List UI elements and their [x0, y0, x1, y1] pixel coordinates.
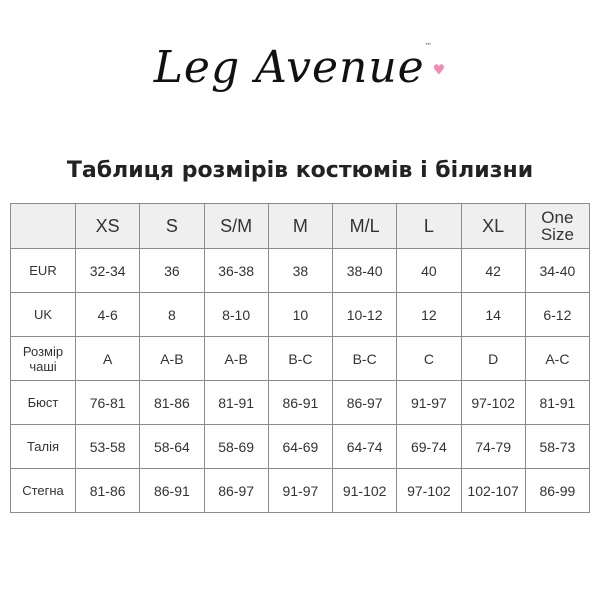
table-cell: 81-86 [74, 468, 141, 513]
table-cell: 91-97 [267, 468, 334, 513]
table-row: Стегна 81-86 86-91 86-97 91-97 91-102 97-102 10… [10, 468, 591, 513]
table-cell: 10 [267, 292, 334, 337]
column-header: XS [74, 203, 141, 249]
table-cell: 4-6 [74, 292, 141, 337]
table-cell: B-C [331, 336, 398, 381]
column-header: XL [460, 203, 526, 249]
table-cell: 42 [460, 248, 526, 293]
column-header: S/M [203, 203, 269, 249]
table-cell: 32-34 [74, 248, 141, 293]
table-cell: C [396, 336, 462, 381]
table-cell: 102-107 [460, 468, 526, 513]
table-cell: 6-12 [524, 292, 591, 337]
table-row: UK 4-6 8 8-10 10 10-12 12 14 6-12 [10, 292, 591, 337]
row-label: Бюст [10, 380, 76, 425]
table-cell: 10-12 [331, 292, 398, 337]
size-chart-table: XS S S/M M M/L L XL One Size EUR 32-34 36 36-38 38 38… [10, 203, 591, 513]
table-cell: 38-40 [331, 248, 398, 293]
table-cell: 86-91 [139, 468, 205, 513]
column-header: S [139, 203, 205, 249]
trademark: ™ [424, 42, 433, 50]
row-label: Розмір чаші [10, 336, 76, 381]
row-label: Стегна [10, 468, 76, 513]
column-header: One Size [524, 203, 591, 249]
table-cell: 36-38 [203, 248, 269, 293]
header-row: XS S S/M M M/L L XL One Size [10, 203, 591, 249]
table-cell: 12 [396, 292, 462, 337]
row-label: UK [10, 292, 76, 337]
table-cell: 81-86 [139, 380, 205, 425]
table-cell: 86-97 [203, 468, 269, 513]
table-cell: 81-91 [524, 380, 591, 425]
table-cell: 64-69 [267, 424, 334, 469]
table-cell: 97-102 [396, 468, 462, 513]
table-row: Талія 53-58 58-64 58-69 64-69 64-74 69-74 74-79… [10, 424, 591, 469]
table-cell: 97-102 [460, 380, 526, 425]
table-cell: 91-97 [396, 380, 462, 425]
table-cell: A-B [139, 336, 205, 381]
table-cell: 74-79 [460, 424, 526, 469]
row-label: Талія [10, 424, 76, 469]
table-cell: 8-10 [203, 292, 269, 337]
table-cell: A-B [203, 336, 269, 381]
column-header [10, 203, 76, 249]
table-cell: 8 [139, 292, 205, 337]
table-cell: 86-99 [524, 468, 591, 513]
brand-logo: Leg Avenue™ ♥ [0, 42, 600, 93]
table-cell: 86-97 [331, 380, 398, 425]
table-cell: 58-73 [524, 424, 591, 469]
table-cell: 40 [396, 248, 462, 293]
table-cell: 14 [460, 292, 526, 337]
table-cell: A [74, 336, 141, 381]
table-row: EUR 32-34 36 36-38 38 38-40 40 42 34-40 [10, 248, 591, 293]
column-header: L [396, 203, 462, 249]
table-cell: 81-91 [203, 380, 269, 425]
table-cell: 69-74 [396, 424, 462, 469]
table-cell: 64-74 [331, 424, 398, 469]
table-cell: D [460, 336, 526, 381]
logo-text: Leg Avenue [153, 42, 425, 93]
column-header: M/L [331, 203, 398, 249]
column-header: M [267, 203, 334, 249]
table-row: Розмір чаші A A-B A-B B-C B-C C D A-C [10, 336, 591, 381]
table-cell: 86-91 [267, 380, 334, 425]
table-cell: 38 [267, 248, 334, 293]
table-cell: 36 [139, 248, 205, 293]
page-title: Таблиця розмірів костюмів і білизни [66, 158, 534, 183]
table-cell: 53-58 [74, 424, 141, 469]
table-cell: A-C [524, 336, 591, 381]
heart-icon: ♥ [432, 62, 447, 79]
table-cell: 76-81 [74, 380, 141, 425]
table-cell: 58-64 [139, 424, 205, 469]
table-cell: 91-102 [331, 468, 398, 513]
table-row: Бюст 76-81 81-86 81-91 86-91 86-97 91-97 97-102… [10, 380, 591, 425]
table-cell: 34-40 [524, 248, 591, 293]
table-cell: 58-69 [203, 424, 269, 469]
row-label: EUR [10, 248, 76, 293]
table-cell: B-C [267, 336, 334, 381]
